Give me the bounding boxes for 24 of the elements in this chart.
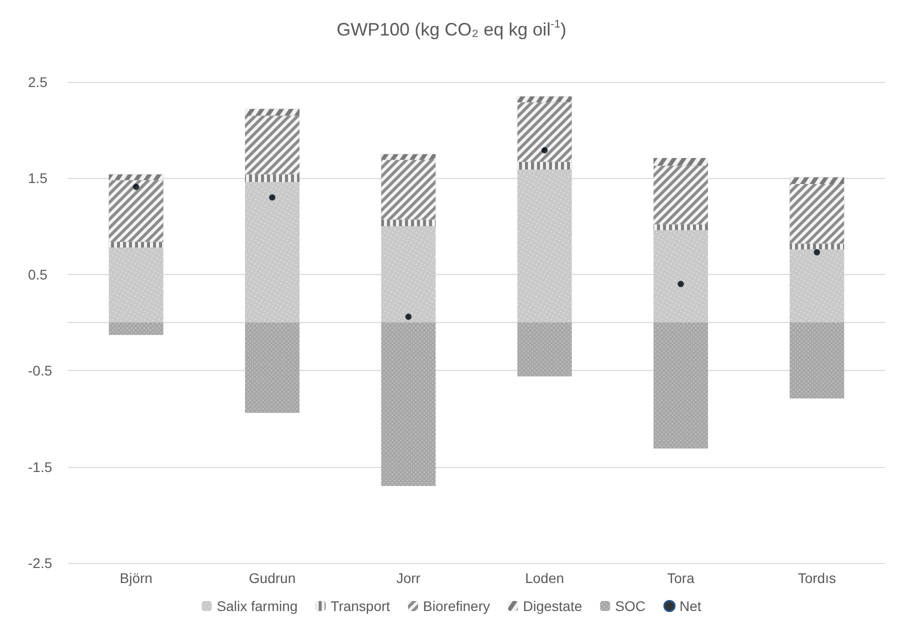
point [541,147,548,154]
point [269,194,276,201]
point [405,313,412,320]
legend-label: Net [679,598,702,614]
x-tick-label: Tora [667,570,695,586]
x-tick-label: Loden [525,570,564,586]
y-tick-label: 1.5 [28,170,48,186]
x-tick-label: Björn [120,570,152,586]
x-tick-label: Gudrun [248,570,296,586]
legend-label: Digestate [522,598,582,614]
point [678,280,684,288]
legend-label: Transport [330,598,390,614]
legend-label: Biorefinery [423,598,490,614]
legend-label: SOC [615,598,646,614]
point [132,184,140,190]
y-tick-label: -0.5 [28,362,52,379]
x-tick-label: Jorr [396,570,421,586]
point [814,249,820,256]
y-tick-label: 2.5 [28,74,48,90]
y-tick-label: -1.5 [28,458,52,475]
x-tick-label: Tordıs [798,570,836,586]
y-tick-label: -2.5 [28,555,52,571]
y-tick-label: 0.5 [28,266,48,282]
legend-label: Salix farming [216,598,298,614]
